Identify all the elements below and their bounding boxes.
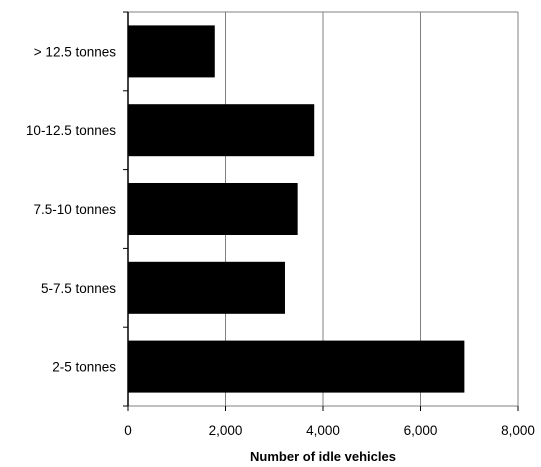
x-tick-label-3: 6,000 (404, 423, 438, 438)
category-label-0: > 12.5 tonnes (34, 44, 116, 59)
bar-4 (128, 340, 465, 393)
category-labels: > 12.5 tonnes 10-12.5 tonnes 7.5-10 tonnes… (26, 44, 116, 374)
category-label-1: 10-12.5 tonnes (26, 123, 116, 138)
bars (128, 25, 465, 393)
x-tick-labels: 0 2,000 4,000 6,000 8,000 (124, 423, 535, 438)
bar-3 (128, 261, 285, 314)
x-tick-label-1: 2,000 (209, 423, 243, 438)
x-axis-title: Number of idle vehicles (250, 449, 396, 464)
plot-frame (123, 11, 519, 411)
bar-2 (128, 183, 298, 235)
category-label-3: 5-7.5 tonnes (41, 281, 116, 296)
bar-0 (128, 25, 215, 78)
bar-1 (128, 104, 315, 157)
x-tick-label-0: 0 (124, 423, 132, 438)
category-label-4: 2-5 tonnes (52, 360, 116, 375)
x-tick-label-4: 8,000 (501, 423, 535, 438)
x-tick-label-2: 4,000 (306, 423, 340, 438)
category-label-2: 7.5-10 tonnes (33, 202, 116, 217)
